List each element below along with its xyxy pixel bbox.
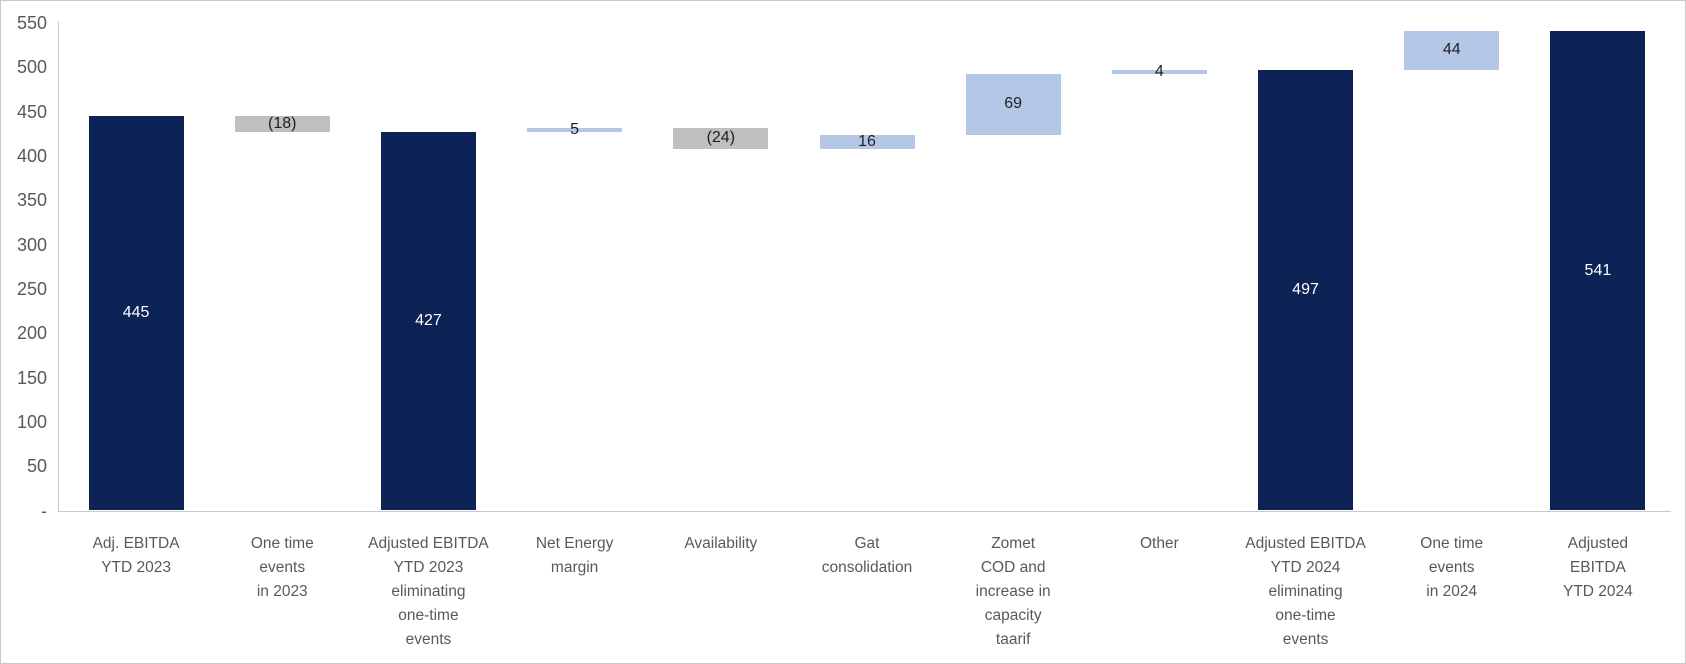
y-axis-tick-label: 400 <box>16 145 47 166</box>
waterfall-bar-increase <box>1404 30 1500 70</box>
waterfall-bar-increase <box>527 127 623 132</box>
x-axis-category-label: One time events in 2023 <box>250 535 314 600</box>
waterfall-bar-total <box>1550 30 1646 511</box>
y-axis-tick-label: 150 <box>16 367 47 388</box>
bar-value-label: 497 <box>1292 281 1319 299</box>
x-axis-category-label: Gat consolidation <box>821 535 913 576</box>
y-axis-tick-label: 300 <box>16 234 47 255</box>
bar-value-label: 427 <box>415 312 442 330</box>
y-axis-tick-label: 350 <box>16 190 47 211</box>
x-axis-category-label: Net Energy margin <box>535 535 614 576</box>
bar-value-label: (24) <box>706 129 736 147</box>
y-axis-tick-label: 200 <box>16 323 47 344</box>
y-axis-tick-label: 50 <box>26 456 47 477</box>
x-axis-category-label: One time events in 2024 <box>1420 535 1484 600</box>
bar-value-label: 4 <box>1154 62 1164 80</box>
x-axis-baseline <box>58 511 1671 512</box>
waterfall-bar-total <box>380 132 476 511</box>
y-axis-tick-label: - <box>41 500 47 521</box>
x-axis-category-label: Adjusted EBITDA YTD 2024 eliminating one… <box>1245 535 1366 648</box>
x-axis-category-label: Adjusted EBITDA YTD 2023 eliminating one… <box>368 535 489 648</box>
bar-value-label: 44 <box>1442 41 1461 59</box>
bar-value-label: 69 <box>1004 95 1023 113</box>
x-axis-category-label: Zomet COD and increase in capacity taari… <box>975 535 1051 648</box>
waterfall-bar-decrease <box>673 127 769 149</box>
y-axis-tick-label: 450 <box>16 101 47 122</box>
x-axis-category-label: Adjusted EBITDA YTD 2024 <box>1563 535 1633 600</box>
bar-value-label: 5 <box>570 120 580 138</box>
bar-value-label: 16 <box>858 132 876 150</box>
waterfall-bar-decrease <box>234 116 330 133</box>
waterfall-bar-total <box>88 116 184 511</box>
y-axis-tick-label: 250 <box>16 278 47 299</box>
y-axis-line <box>58 21 59 511</box>
x-axis-category-label: Adj. EBITDA YTD 2023 <box>92 535 180 576</box>
y-axis-tick-label: 100 <box>16 411 47 432</box>
bar-value-label: (18) <box>268 115 297 133</box>
waterfall-bar-increase <box>1111 69 1207 74</box>
bar-value-label: 445 <box>122 304 150 322</box>
y-axis-tick-label: 550 <box>16 13 47 33</box>
x-axis-category-label: Other <box>1139 535 1179 552</box>
waterfall-bar-total <box>1258 69 1354 511</box>
bar-value-label: 541 <box>1584 261 1612 279</box>
y-axis-tick-label: 500 <box>16 57 47 78</box>
waterfall-bar-increase <box>965 73 1061 135</box>
x-axis-category-label: Availability <box>684 535 758 552</box>
waterfall-bar-increase <box>819 134 915 149</box>
